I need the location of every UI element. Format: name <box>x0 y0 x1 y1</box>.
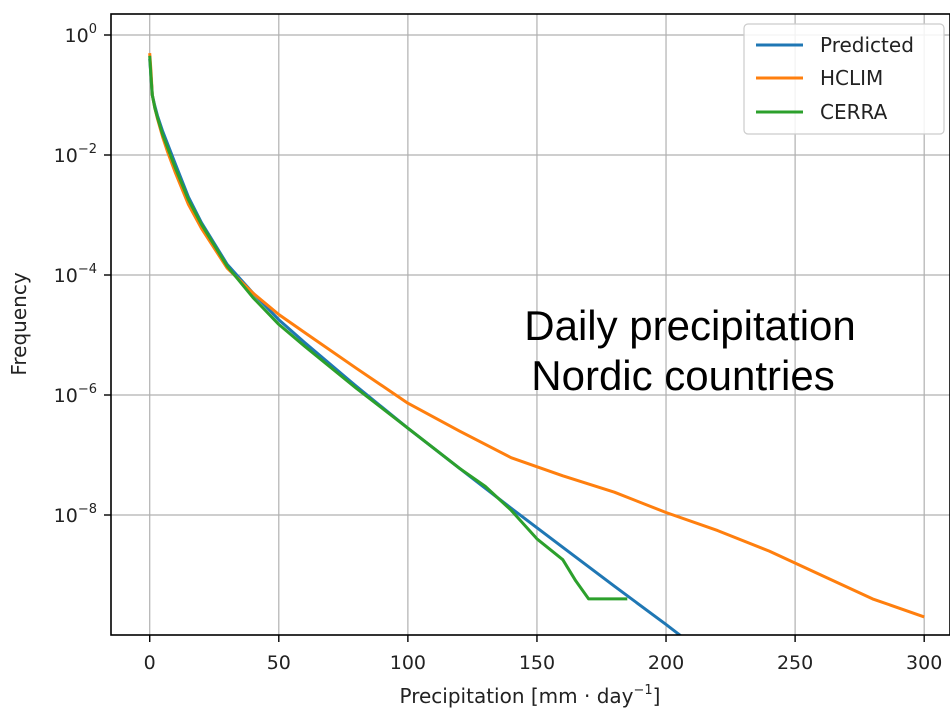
y-tick-label: 10−8 <box>54 502 97 527</box>
legend-label-predicted: Predicted <box>820 33 914 57</box>
x-tick-label: 250 <box>777 652 813 674</box>
series-line-cerra <box>148 55 628 601</box>
y-axis-label: Frequency <box>7 272 31 375</box>
x-tick-label: 0 <box>144 652 156 674</box>
x-tick-label: 200 <box>648 652 684 674</box>
y-tick-base: 10 <box>54 145 78 167</box>
x-tick-label: 100 <box>390 652 426 674</box>
y-tick-exp: 0 <box>89 22 97 37</box>
x-tick-label: 300 <box>906 652 942 674</box>
x-axis-label: Precipitation [mm · day−1] <box>400 683 661 708</box>
series-lines <box>148 52 925 635</box>
annotation-line-2: Nordic countries <box>531 352 834 399</box>
y-tick-base: 10 <box>65 25 89 47</box>
y-tick-exp: −2 <box>78 142 97 157</box>
annotation: Daily precipitation Nordic countries <box>524 302 856 399</box>
plot-frame <box>110 13 950 636</box>
y-tick-exp: −8 <box>78 502 97 517</box>
y-tick-base: 10 <box>54 505 78 527</box>
y-tick-exp: −6 <box>78 382 97 397</box>
y-tick-label: 100 <box>65 22 97 47</box>
annotation-line-1: Daily precipitation <box>524 302 856 349</box>
x-tick-label: 50 <box>267 652 291 674</box>
y-tick-label: 10−6 <box>54 382 97 407</box>
legend: Predicted HCLIM CERRA <box>743 23 945 135</box>
y-tick-base: 10 <box>54 385 78 407</box>
y-tick-label: 10−2 <box>54 142 97 167</box>
y-tick-label: 10−4 <box>54 262 97 287</box>
legend-label-cerra: CERRA <box>820 100 888 124</box>
x-tick-label: 150 <box>519 652 555 674</box>
legend-box <box>743 23 945 135</box>
y-tick-base: 10 <box>54 265 78 287</box>
legend-label-hclim: HCLIM <box>820 66 883 90</box>
y-tick-exp: −4 <box>78 262 97 277</box>
